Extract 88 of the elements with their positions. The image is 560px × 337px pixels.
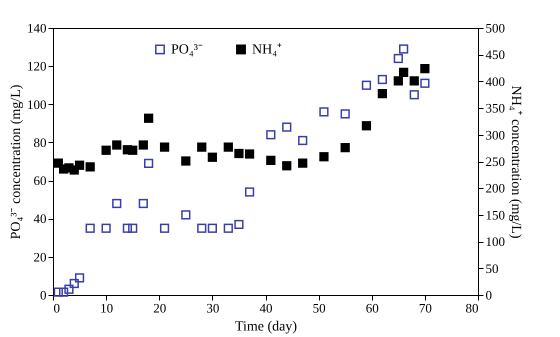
point [244,149,254,159]
y2-tick-label: 250 [486,154,505,169]
x-tick-label: 60 [366,300,379,316]
point [298,136,308,146]
point [74,160,84,170]
point [234,148,244,158]
point [197,142,206,152]
point [54,288,63,297]
y2-tick-label: 100 [486,234,505,250]
point [378,89,387,98]
point [144,158,154,168]
y-tick-label: 20 [34,249,46,264]
point [394,54,403,64]
point [138,140,148,150]
point [112,140,122,150]
point [181,210,190,220]
x-tick-label: 50 [312,300,326,316]
y2-tick-label: 0 [486,288,492,302]
x-tick-label: 10 [100,300,114,316]
y2-tick-label: 200 [486,180,505,196]
point [399,44,408,54]
y-tick-label: 140 [27,20,46,36]
point [160,224,170,233]
y2-tick-label: 150 [486,207,505,222]
point [86,224,95,233]
y-tick-label: 100 [27,96,46,112]
x-axis-title: Time (day) [234,320,298,334]
point [282,122,292,132]
y2-tick-label: 450 [486,47,505,62]
y-tick-label: 60 [34,173,46,188]
point [144,114,154,123]
point [59,288,68,297]
point [102,224,111,233]
point [410,76,419,86]
point [128,224,138,233]
x-tick-label: 20 [153,300,166,316]
point [282,161,292,170]
y-tick-label: 0 [40,288,46,302]
y2-axis-title: NH₄⁺ concentration (mg/L) [508,86,523,239]
y2-tick-label: 50 [486,260,498,276]
point [74,273,84,282]
point [122,224,132,233]
point [208,224,217,233]
point [298,158,308,168]
point [319,152,329,162]
legend-label: PO₄³⁻ [171,42,203,58]
x-tick-label: 0 [54,300,60,316]
point [224,224,233,233]
point [420,64,430,74]
x-tick-label: 70 [418,300,432,316]
y-tick-label: 120 [27,58,46,74]
point [266,130,276,140]
y-tick-label: 40 [34,211,46,226]
x-tick-label: 80 [466,300,478,316]
x-tick-label: 30 [206,300,220,316]
y-axis-title: PO₄³⁻ concentration (mg/L) [9,84,24,240]
point [208,152,217,162]
point [244,187,254,197]
point [394,76,403,86]
legend-label: NH₄⁺ [252,42,282,58]
point [197,224,206,233]
point [138,198,148,208]
point [420,78,430,88]
point [128,146,138,155]
point [319,107,329,117]
y2-tick-label: 350 [486,100,505,116]
point [410,90,419,100]
point [362,121,372,130]
point [399,68,408,77]
point [112,198,122,208]
y2-tick-label: 300 [486,127,505,142]
y2-tick-label: 500 [486,20,505,36]
point [64,284,74,294]
x-tick-label: 40 [260,300,272,316]
point [86,162,95,172]
point [160,142,170,152]
point [340,109,350,118]
point [266,156,276,166]
y2-tick-label: 400 [486,74,505,89]
point [224,142,233,152]
point [102,146,111,155]
point [70,278,79,288]
point [181,156,190,166]
point [362,80,372,90]
point [234,220,244,230]
point [378,74,387,84]
point [340,142,350,152]
y-tick-label: 80 [34,134,46,150]
